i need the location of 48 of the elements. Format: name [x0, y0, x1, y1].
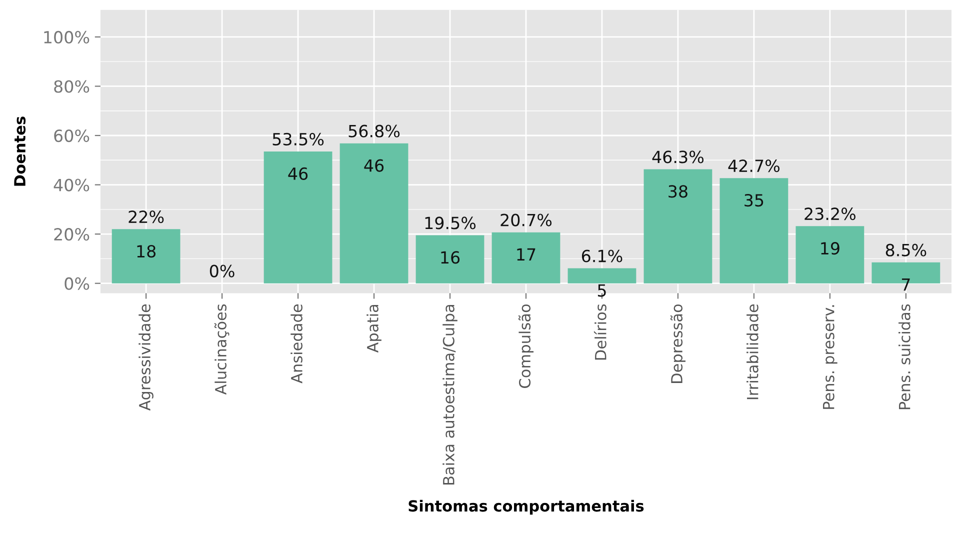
data-label: 8.5% [886, 244, 926, 256]
data-label: 42.7% [728, 160, 780, 172]
annotation: 38 [668, 185, 688, 198]
annotation: 46 [288, 167, 308, 180]
x-tick-label: Baixa autoestima/Culpa [442, 304, 458, 484]
y-tick-label: 20% [54, 228, 90, 241]
bar [492, 232, 560, 284]
data-label: 19.5% [425, 216, 476, 230]
x-tick-label: Delírios [594, 304, 606, 360]
bar [416, 235, 484, 284]
data-label: 46.3% [652, 150, 704, 164]
data-label: 22% [128, 210, 164, 224]
annotation: 5 [598, 284, 606, 297]
data-label: 6.1% [582, 250, 622, 262]
y-tick-label: 60% [54, 129, 90, 142]
data-label: 0% [210, 264, 234, 278]
annotation: 17 [517, 248, 536, 261]
x-tick-label: Irritabilidade [746, 304, 758, 400]
data-label: 53.5% [272, 132, 324, 146]
bar [568, 268, 636, 284]
data-label: 20.7% [500, 214, 552, 226]
annotation: 16 [441, 251, 460, 264]
y-tick-label: 100% [44, 30, 90, 44]
x-tick-label: Pens. preserv. [823, 305, 838, 409]
x-tick-label: Ansiedade [290, 304, 302, 384]
x-tick-label: Compulsão [518, 304, 534, 388]
annotation: 19 [821, 242, 840, 255]
y-tick-label: 40% [54, 178, 90, 192]
x-tick-label: Depressão [670, 304, 686, 383]
bar [264, 152, 332, 284]
bar [112, 229, 180, 284]
x-tick-label: Agressividade [138, 304, 154, 411]
annotation: 18 [137, 244, 156, 258]
bar [796, 226, 864, 284]
annotation: 46 [364, 159, 384, 172]
x-tick-label: Alucinações [214, 304, 230, 395]
y-tick-label: 80% [54, 80, 90, 93]
x-axis-title: Sintomas comportamentais [408, 500, 644, 515]
x-tick-label: Pens. suicidas [898, 304, 910, 410]
data-label: 23.2% [804, 208, 856, 220]
x-tick-label: Apatia [366, 304, 382, 353]
bar [340, 143, 408, 284]
bar [720, 178, 788, 284]
y-tick-label: 0% [64, 277, 90, 290]
bar [644, 169, 712, 284]
annotation: 35 [744, 194, 764, 207]
y-axis-title: Doentes [14, 116, 26, 186]
data-label: 56.8% [348, 124, 400, 138]
